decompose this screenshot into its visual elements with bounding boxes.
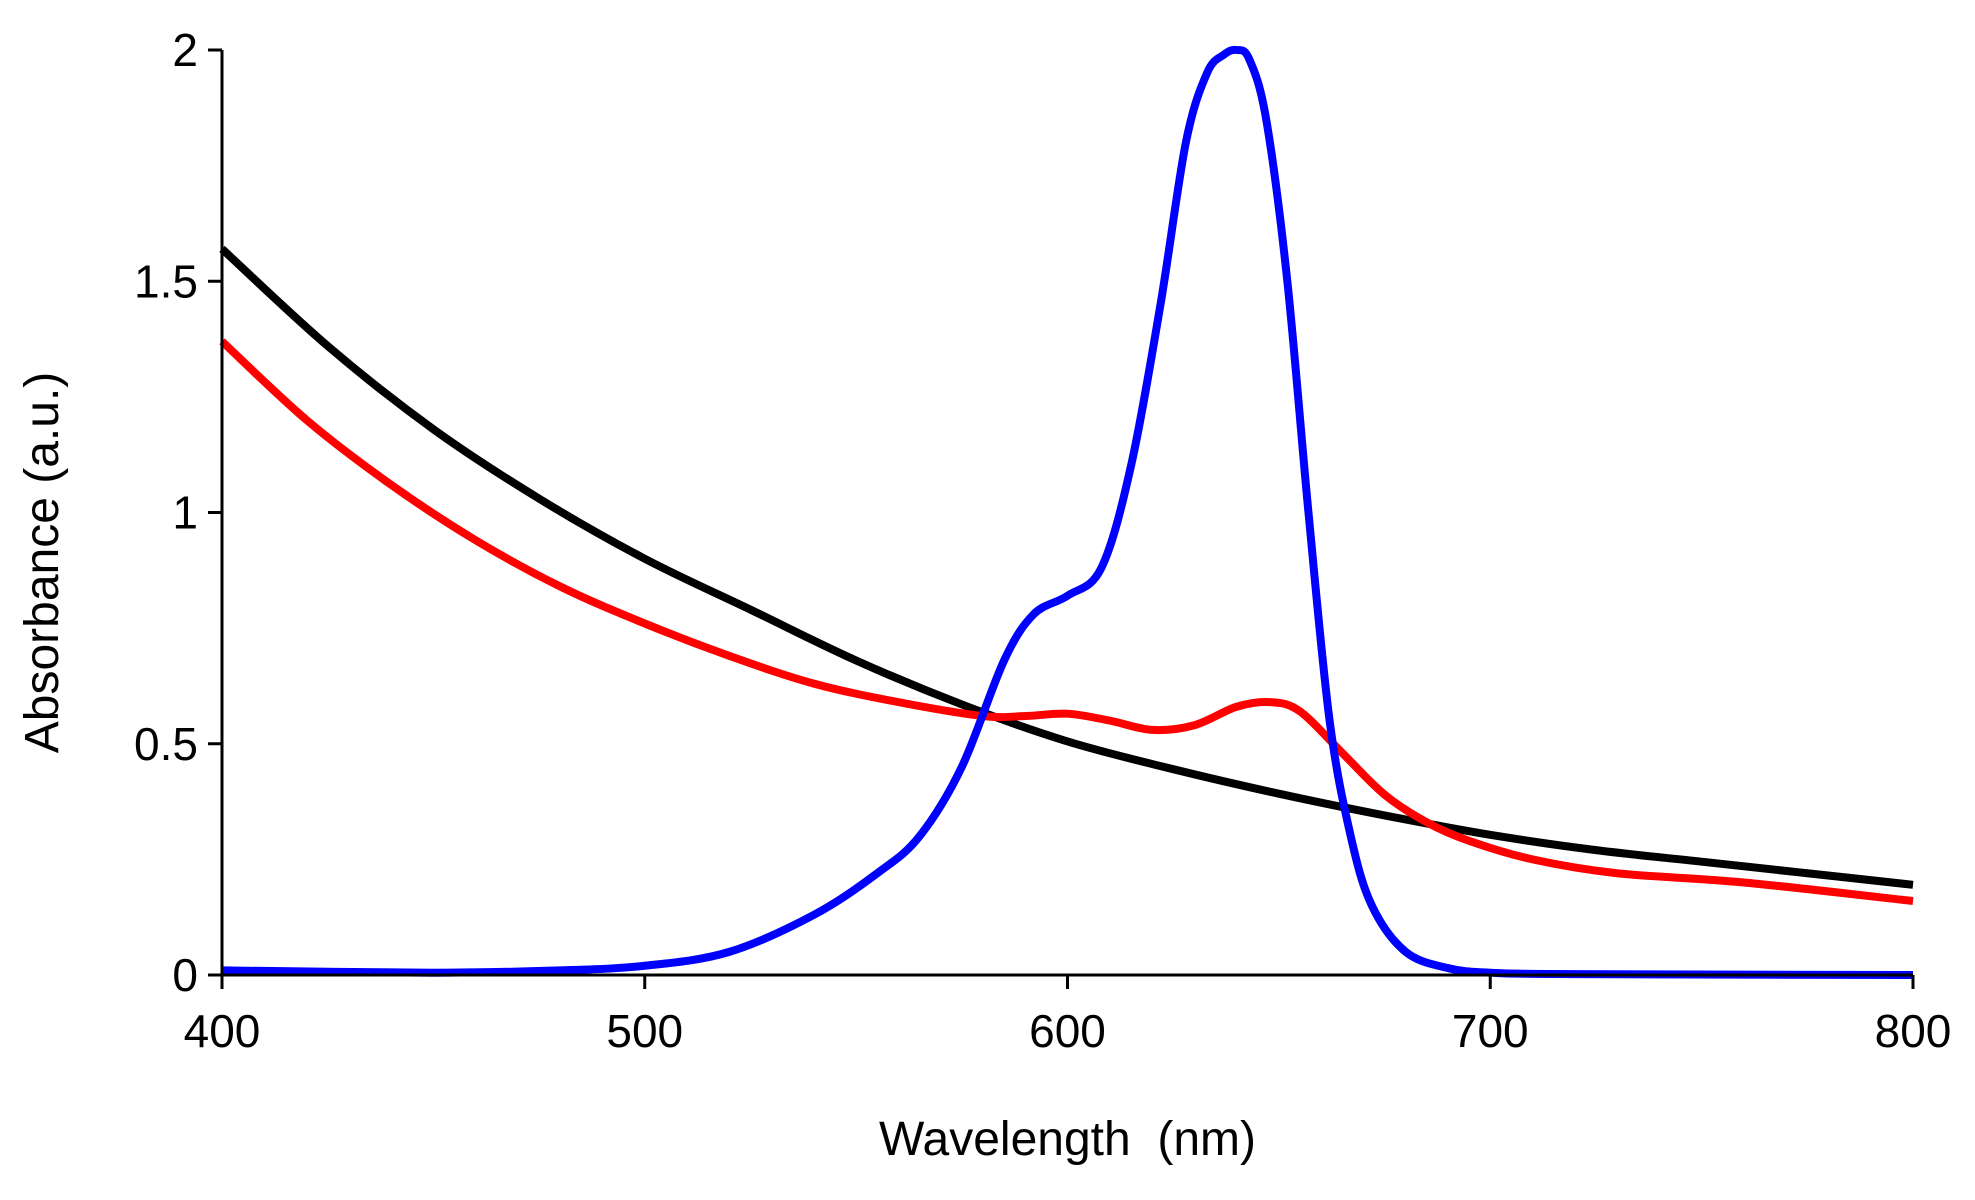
series-layer: [219, 45, 1914, 979]
series-line-blue: [221, 45, 1914, 979]
series-line-black: [219, 245, 1914, 889]
x-tick-label: 500: [606, 1005, 683, 1057]
series-line-red: [219, 338, 1914, 905]
x-tick-label: 400: [184, 1005, 261, 1057]
axes-layer: [220, 50, 1913, 977]
x-axis-title: Wavelength (nm): [879, 1113, 1256, 1166]
y-tick-label: 2: [172, 24, 198, 76]
x-tick-label: 600: [1029, 1005, 1106, 1057]
y-tick-label: 0: [172, 949, 198, 1001]
ticks-layer: 400 500 600 700 800 0 0.5 1 1.5 2: [134, 24, 1951, 1057]
x-tick-label: 700: [1452, 1005, 1529, 1057]
x-tick-label: 800: [1875, 1005, 1952, 1057]
y-axis-title: Absorbance (a.u.): [16, 372, 69, 754]
y-tick-label: 0.5: [134, 718, 198, 770]
y-tick-label: 1.5: [134, 255, 198, 307]
y-tick-label: 1: [172, 487, 198, 539]
